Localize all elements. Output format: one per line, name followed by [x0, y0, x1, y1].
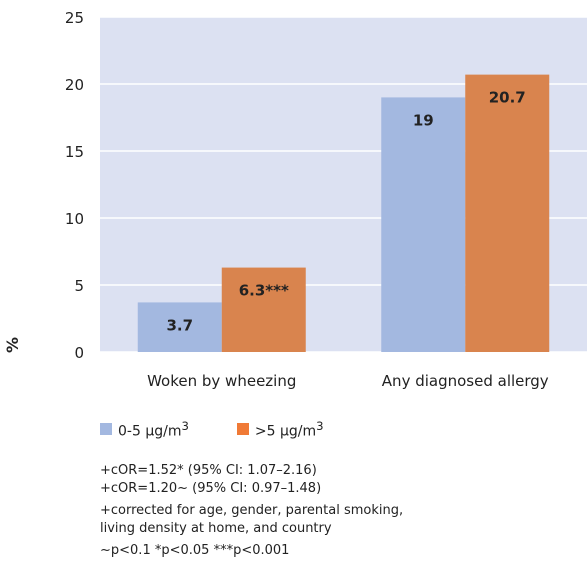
bar [137, 302, 222, 352]
y-tick-label: 10 [65, 210, 84, 228]
note-line-4: living density at home, and country [100, 521, 332, 536]
note-line-2: +cOR=1.20~ (95% CI: 0.97–1.48) [100, 481, 322, 496]
footnotes: +cOR=1.52* (95% CI: 1.07–2.16) +cOR=1.20… [100, 462, 403, 560]
y-tick-label: 25 [65, 9, 84, 27]
legend-swatch-low [100, 423, 112, 436]
y-tick-label: 20 [65, 76, 84, 94]
x-tick-label: Any diagnosed allergy [382, 372, 549, 390]
bar [465, 74, 550, 353]
legend: 0-5 µg/m3 >5 µg/m3 [100, 419, 324, 440]
bar-chart: 3.7 6.3*** 19 20.7 0 5 10 15 20 25 Woken by whee… [3, 9, 587, 390]
note-line-5: ~p<0.1 *p<0.05 ***p<0.001 [100, 543, 290, 558]
data-label: 6.3*** [239, 282, 289, 300]
y-tick-label: 5 [74, 277, 84, 295]
bar [381, 97, 466, 353]
data-label: 19 [413, 111, 434, 129]
data-label: 20.7 [489, 89, 526, 107]
legend-label-low: 0-5 µg/m3 [118, 419, 189, 440]
note-line-1: +cOR=1.52* (95% CI: 1.07–2.16) [100, 463, 317, 478]
legend-label-high: >5 µg/m3 [254, 419, 324, 440]
y-tick-label: 15 [65, 143, 84, 161]
bar [221, 267, 306, 352]
x-tick-label: Woken by wheezing [147, 372, 296, 390]
legend-item-high: >5 µg/m3 [236, 419, 324, 440]
legend-item-low: 0-5 µg/m3 [100, 419, 189, 440]
y-tick-label: 0 [74, 344, 84, 362]
data-label: 3.7 [166, 316, 193, 334]
y-axis-label: % [3, 337, 22, 353]
legend-swatch-high [236, 423, 249, 436]
note-line-3: +corrected for age, gender, parental smo… [100, 503, 404, 518]
